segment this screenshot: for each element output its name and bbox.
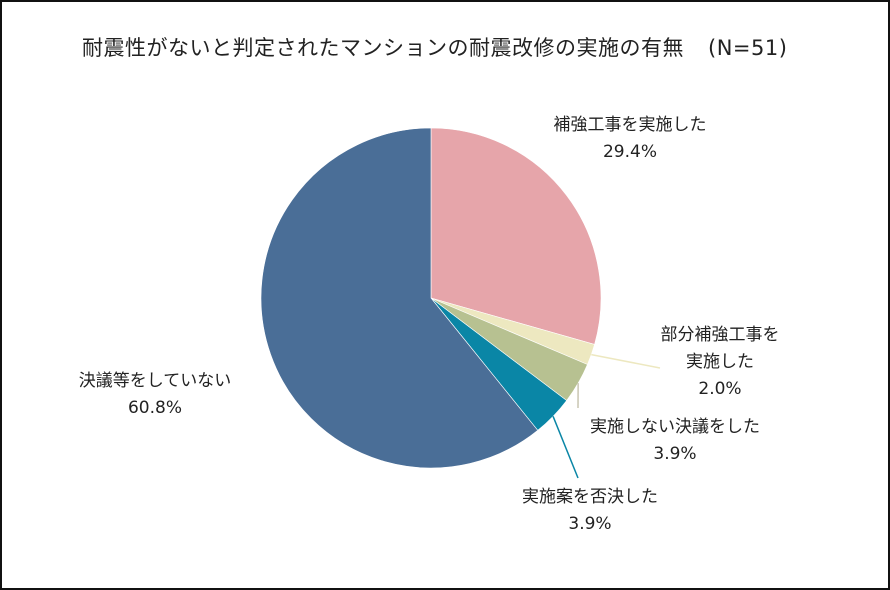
label-partial-reinforcement: 部分補強工事を 実施した 2.0% xyxy=(640,322,800,403)
label-no-resolution: 決議等をしていない 60.8% xyxy=(60,368,250,422)
label-text-2: 実施した xyxy=(686,352,754,372)
chart-title-text: 耐震性がないと判定されたマンションの耐震改修の実施の有無 xyxy=(82,36,684,60)
leader-line-1 xyxy=(591,353,661,369)
label-text: 決議等をしていない xyxy=(78,371,232,391)
label-percent: 2.0% xyxy=(698,379,742,399)
label-percent: 29.4% xyxy=(602,142,657,162)
label-percent: 3.9% xyxy=(568,514,612,534)
sample-size: (N=51) xyxy=(708,36,788,60)
pie-slice-4 xyxy=(260,127,539,469)
label-reinforcement-done: 補強工事を実施した 29.4% xyxy=(530,112,730,166)
pie-slice-0 xyxy=(430,127,602,345)
label-percent: 3.9% xyxy=(653,444,697,464)
label-percent: 60.8% xyxy=(127,398,182,418)
label-text: 部分補強工事を xyxy=(660,325,780,345)
chart-title: 耐震性がないと判定されたマンションの耐震改修の実施の有無 (N=51) xyxy=(82,32,787,62)
label-resolved-not-to-implement: 実施しない決議をした 3.9% xyxy=(565,414,785,468)
label-text: 補強工事を実施した xyxy=(553,115,707,135)
leader-line-3 xyxy=(552,416,579,479)
label-text: 実施しない決議をした xyxy=(590,417,760,437)
label-text: 実施案を否決した xyxy=(522,487,658,507)
label-plan-rejected: 実施案を否決した 3.9% xyxy=(500,484,680,538)
